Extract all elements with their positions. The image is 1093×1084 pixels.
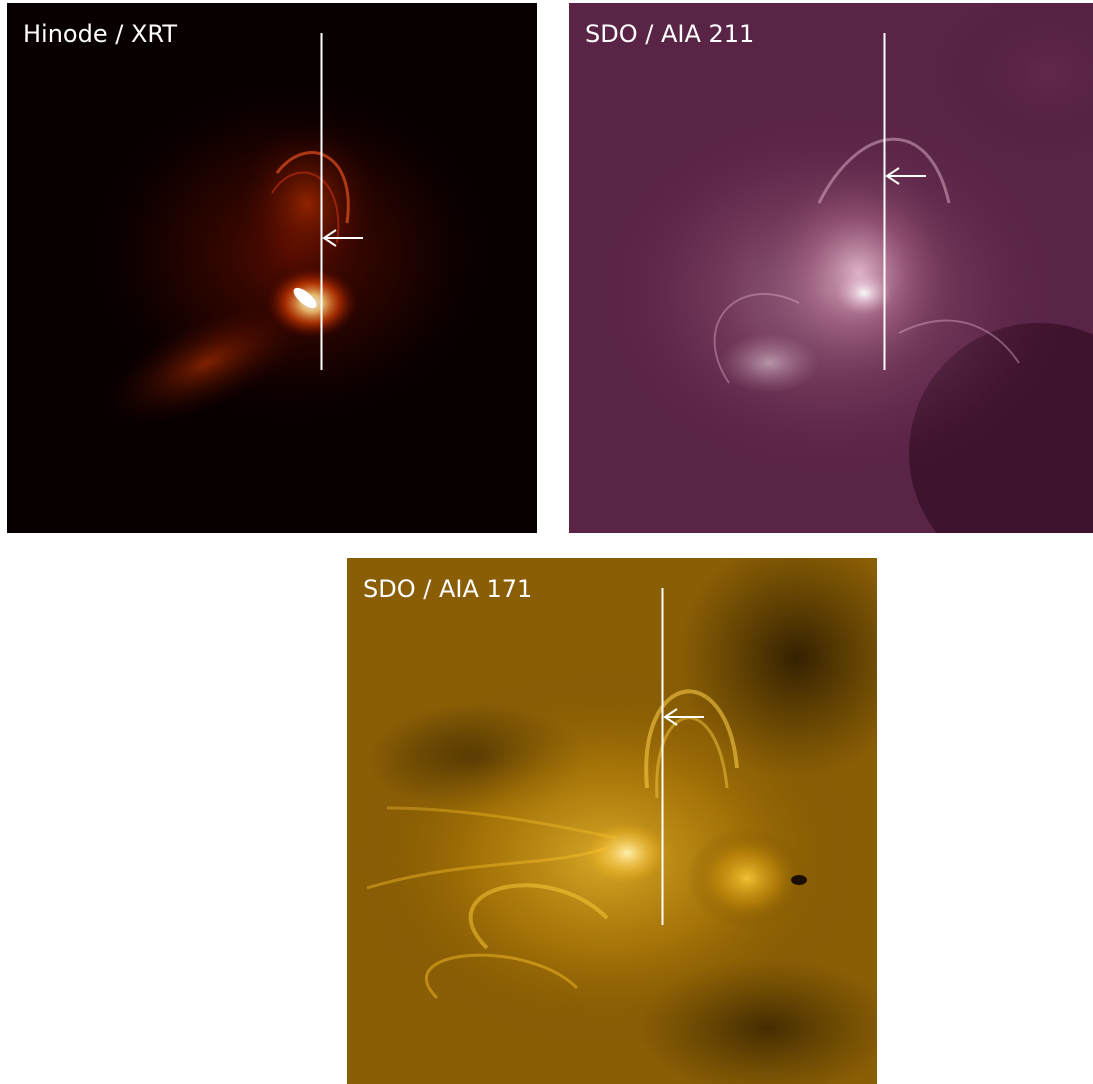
- aia211-label: SDO / AIA 211: [585, 20, 755, 48]
- aia171-image-panel: SDO / AIA 171: [347, 558, 877, 1084]
- aia211-solar-image: [569, 3, 1093, 533]
- aia211-image-panel: SDO / AIA 211: [569, 3, 1093, 533]
- xrt-solar-image: [7, 3, 537, 533]
- xrt-image-panel: Hinode / XRT: [7, 3, 537, 533]
- aia171-solar-image: [347, 558, 877, 1084]
- aia171-label: SDO / AIA 171: [363, 575, 533, 603]
- xrt-label: Hinode / XRT: [23, 20, 177, 48]
